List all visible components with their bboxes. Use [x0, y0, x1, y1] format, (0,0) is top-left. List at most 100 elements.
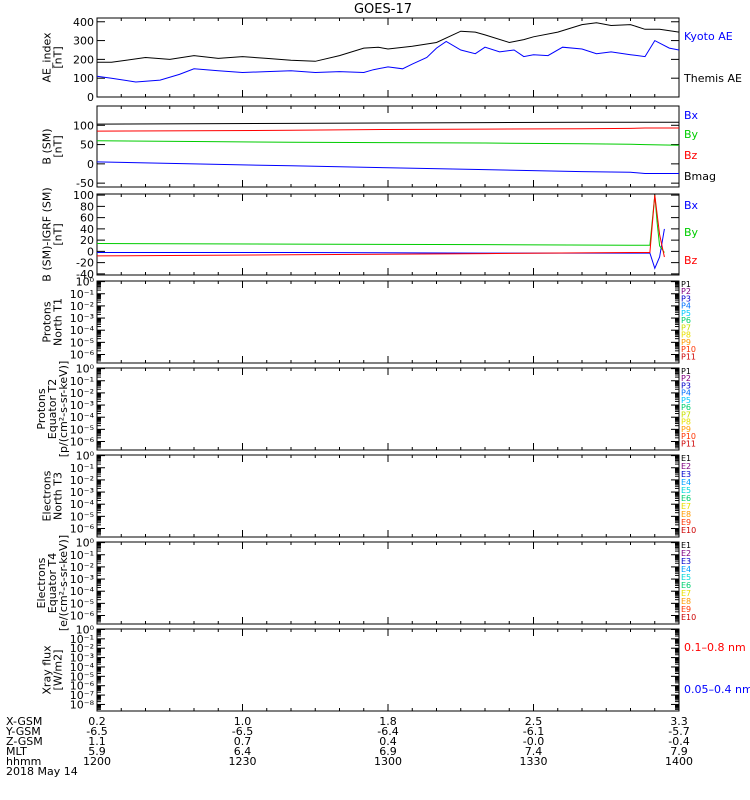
panel-frame	[96, 280, 680, 364]
axis-value: -6.4	[377, 725, 398, 738]
legend-entry: Bz	[684, 254, 698, 267]
legend-entry: P9	[681, 425, 691, 434]
y-tick-label: 10⁻⁶	[70, 435, 95, 448]
legend-entry: P8	[681, 331, 691, 340]
legend-entry: By	[684, 226, 699, 239]
legend-entry: E2	[681, 462, 691, 471]
y-tick-label: 10⁰	[76, 623, 95, 636]
y-tick-label: 10⁻¹	[70, 633, 94, 646]
y-axis-label: AE_index	[41, 32, 54, 83]
legend-entry: E2	[681, 549, 691, 558]
legend-entry: Bmag	[684, 170, 716, 183]
legend-entry: Bx	[684, 199, 699, 212]
legend-entry: Bz	[684, 149, 698, 162]
legend-entry: P4	[681, 302, 691, 311]
legend-entry: E10	[681, 613, 696, 622]
legend-entry: Bx	[684, 109, 699, 122]
y-tick-label: 10⁻⁷	[70, 689, 94, 702]
y-tick-label: 10⁻³	[70, 486, 94, 499]
axis-value: 6.4	[234, 745, 252, 758]
legend-entry: P5	[681, 309, 691, 318]
panel-frame	[96, 628, 680, 712]
legend-entry: E5	[681, 486, 691, 495]
y-tick-label: 10⁻⁴	[70, 661, 95, 674]
axis-value: 1300	[374, 755, 402, 768]
y-tick-label: 60	[80, 212, 94, 225]
panel-frame	[96, 541, 680, 625]
legend-entry: P1	[681, 280, 691, 289]
axis-row-label: X-GSM	[6, 715, 42, 728]
legend-entry: E6	[681, 494, 691, 503]
series-line-by	[96, 195, 665, 253]
y-tick-label: 10⁻¹	[70, 375, 94, 388]
series-line-themis-ae	[97, 22, 680, 63]
axis-value: 0.4	[379, 735, 397, 748]
y-tick-label: 10⁻⁵	[70, 597, 94, 610]
axis-row-label: MLT	[6, 745, 27, 758]
y-tick-label: 0	[87, 158, 94, 171]
y-tick-label: 80	[80, 200, 94, 213]
legend-entry: E1	[681, 541, 691, 550]
panel-frame	[96, 105, 680, 188]
axis-value: 7.4	[525, 745, 543, 758]
y-axis-label: Xray flux	[41, 645, 54, 695]
y-tick-label: 0	[87, 245, 94, 258]
legend-entry: P7	[681, 323, 691, 332]
y-tick-label: 20	[80, 234, 94, 247]
axis-value: 7.9	[670, 745, 688, 758]
legend-entry: Kyoto AE	[684, 30, 733, 43]
panel-frame	[96, 454, 680, 538]
axis-value: 3.3	[670, 715, 688, 728]
y-tick-label: 10⁰	[76, 363, 95, 376]
legend-entry: P6	[681, 316, 691, 325]
y-tick-label: 10⁻²	[70, 300, 94, 313]
series-line-bmag	[96, 121, 679, 125]
y-axis-label: Electrons	[35, 557, 48, 608]
y-tick-label: 10⁻³	[70, 399, 94, 412]
y-tick-label: 10⁻⁶	[70, 522, 95, 535]
y-tick-label: 10⁻²	[70, 474, 94, 487]
legend-entry: P10	[681, 432, 696, 441]
y-tick-label: 10⁻⁴	[70, 498, 95, 511]
legend-entry: 0.05–0.4 nm	[684, 683, 750, 696]
y-tick-label: 10⁻³	[70, 652, 94, 665]
y-axis-label: [nT]	[52, 135, 65, 157]
axis-row-label: Y-GSM	[5, 725, 41, 738]
y-tick-label: 10⁻¹	[70, 288, 94, 301]
panel-frame	[96, 193, 680, 276]
y-tick-label: 10⁻²	[70, 642, 94, 655]
legend-entry: P9	[681, 338, 691, 347]
y-tick-label: 10⁻³	[70, 312, 94, 325]
y-axis-label: North T3	[52, 472, 65, 520]
y-axis-label: [nT]	[52, 223, 65, 245]
y-axis-label: Protons	[41, 301, 54, 342]
panel-1: 0 100 200 300 400 AE_index[nT] Kyoto AE Themis …	[41, 16, 742, 104]
legend-entry: E4	[681, 478, 691, 487]
y-tick-label: -50	[76, 177, 94, 190]
axis-row-label: Z-GSM	[6, 735, 43, 748]
axis-value: 1330	[520, 755, 548, 768]
axis-value: -0.0	[523, 735, 544, 748]
y-tick-label: 0	[87, 91, 94, 104]
y-axis-label: [W/m2]	[52, 650, 65, 691]
figure-title: GOES-17	[354, 2, 412, 17]
y-tick-label: 50	[80, 139, 94, 152]
y-tick-label: 200	[73, 53, 94, 66]
axis-value: 1.8	[379, 715, 397, 728]
legend-entry: P3	[681, 381, 691, 390]
y-tick-label: 10⁻¹	[70, 462, 94, 475]
y-tick-label: -40	[76, 268, 94, 281]
y-tick-label: 10⁻²	[70, 561, 94, 574]
y-axis-label: Equator T2	[46, 379, 59, 439]
axis-value: -6.1	[523, 725, 544, 738]
y-tick-label: 10⁻¹	[70, 549, 94, 562]
axis-value: -6.5	[86, 725, 107, 738]
axis-value: -5.7	[668, 725, 689, 738]
